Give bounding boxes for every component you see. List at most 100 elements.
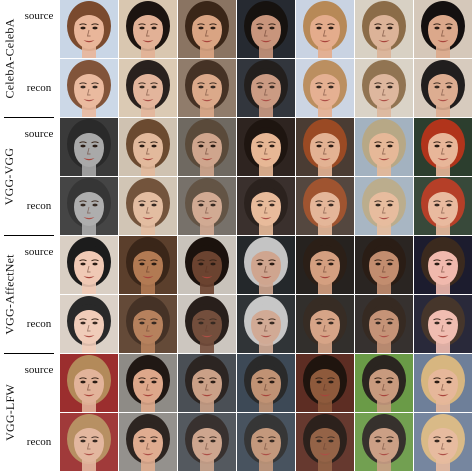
source-face-tile [355, 0, 413, 58]
source-row-label: source [24, 246, 54, 258]
face-image [119, 177, 177, 235]
face-image [296, 236, 354, 294]
face-image [60, 177, 118, 235]
recon-face-tile [237, 413, 295, 471]
source-face-tile [414, 118, 472, 176]
face-image [237, 177, 295, 235]
source-row-label: source [24, 364, 54, 376]
recon-tiles [60, 59, 472, 117]
source-face-tile [296, 236, 354, 294]
source-face-tile [237, 118, 295, 176]
face-image [355, 0, 413, 58]
face-image [60, 413, 118, 471]
face-image [178, 295, 236, 353]
source-tiles [60, 118, 472, 176]
recon-tiles [60, 413, 472, 471]
face-image [60, 354, 118, 412]
face-image [414, 295, 472, 353]
source-face-tile [60, 354, 118, 412]
face-image [119, 0, 177, 58]
source-face-tile [414, 354, 472, 412]
recon-face-tile [355, 59, 413, 117]
recon-row-label: recon [26, 82, 52, 94]
source-face-tile [119, 354, 177, 412]
face-image [414, 59, 472, 117]
source-face-tile [355, 354, 413, 412]
recon-face-tile [119, 295, 177, 353]
recon-face-tile [355, 295, 413, 353]
face-image [119, 295, 177, 353]
recon-face-tile [414, 295, 472, 353]
source-tiles [60, 354, 472, 412]
source-face-tile [178, 118, 236, 176]
recon-face-tile [60, 59, 118, 117]
recon-face-tile [296, 177, 354, 235]
face-image [355, 295, 413, 353]
face-image [60, 118, 118, 176]
source-face-tile [355, 236, 413, 294]
recon-row-label: recon [26, 318, 52, 330]
group-divider [4, 117, 54, 118]
recon-face-tile [60, 295, 118, 353]
face-image [414, 0, 472, 58]
recon-face-tile [60, 413, 118, 471]
source-tiles [60, 0, 472, 58]
group-2: VGG-AffectNet source recon [0, 236, 474, 353]
recon-face-tile [178, 59, 236, 117]
recon-row-label: recon [26, 436, 52, 448]
recon-row: recon [0, 413, 474, 471]
source-face-tile [237, 354, 295, 412]
source-face-tile [60, 0, 118, 58]
face-image [178, 59, 236, 117]
recon-face-tile [355, 177, 413, 235]
source-face-tile [178, 354, 236, 412]
source-row-label: source [24, 128, 54, 140]
face-image [178, 413, 236, 471]
face-image [119, 59, 177, 117]
face-image [60, 236, 118, 294]
face-image [237, 413, 295, 471]
recon-row-label: recon [26, 200, 52, 212]
face-image [119, 118, 177, 176]
face-image [296, 413, 354, 471]
recon-face-tile [296, 59, 354, 117]
source-tiles [60, 236, 472, 294]
source-face-tile [178, 0, 236, 58]
source-face-tile [60, 236, 118, 294]
source-row: source [0, 0, 474, 58]
recon-row: recon [0, 177, 474, 235]
recon-face-tile [178, 177, 236, 235]
recon-face-tile [237, 59, 295, 117]
recon-row: recon [0, 59, 474, 117]
recon-tiles [60, 295, 472, 353]
source-row: source [0, 236, 474, 294]
face-image [414, 236, 472, 294]
recon-face-tile [237, 295, 295, 353]
face-image [296, 354, 354, 412]
face-image [296, 59, 354, 117]
source-face-tile [355, 118, 413, 176]
face-image [237, 0, 295, 58]
source-face-tile [296, 354, 354, 412]
recon-face-tile [296, 413, 354, 471]
face-image [237, 236, 295, 294]
recon-face-tile [119, 59, 177, 117]
face-image [60, 295, 118, 353]
face-image [60, 0, 118, 58]
source-row: source [0, 118, 474, 176]
face-image [178, 236, 236, 294]
face-image [119, 236, 177, 294]
source-face-tile [119, 236, 177, 294]
face-image [178, 118, 236, 176]
face-image [237, 354, 295, 412]
source-face-tile [237, 236, 295, 294]
recon-face-tile [119, 413, 177, 471]
source-face-tile [296, 0, 354, 58]
recon-face-tile [178, 295, 236, 353]
face-image [355, 354, 413, 412]
face-image [237, 295, 295, 353]
group-1: VGG-VGG source recon [0, 118, 474, 235]
recon-face-tile [178, 413, 236, 471]
face-image [414, 413, 472, 471]
source-face-tile [296, 118, 354, 176]
